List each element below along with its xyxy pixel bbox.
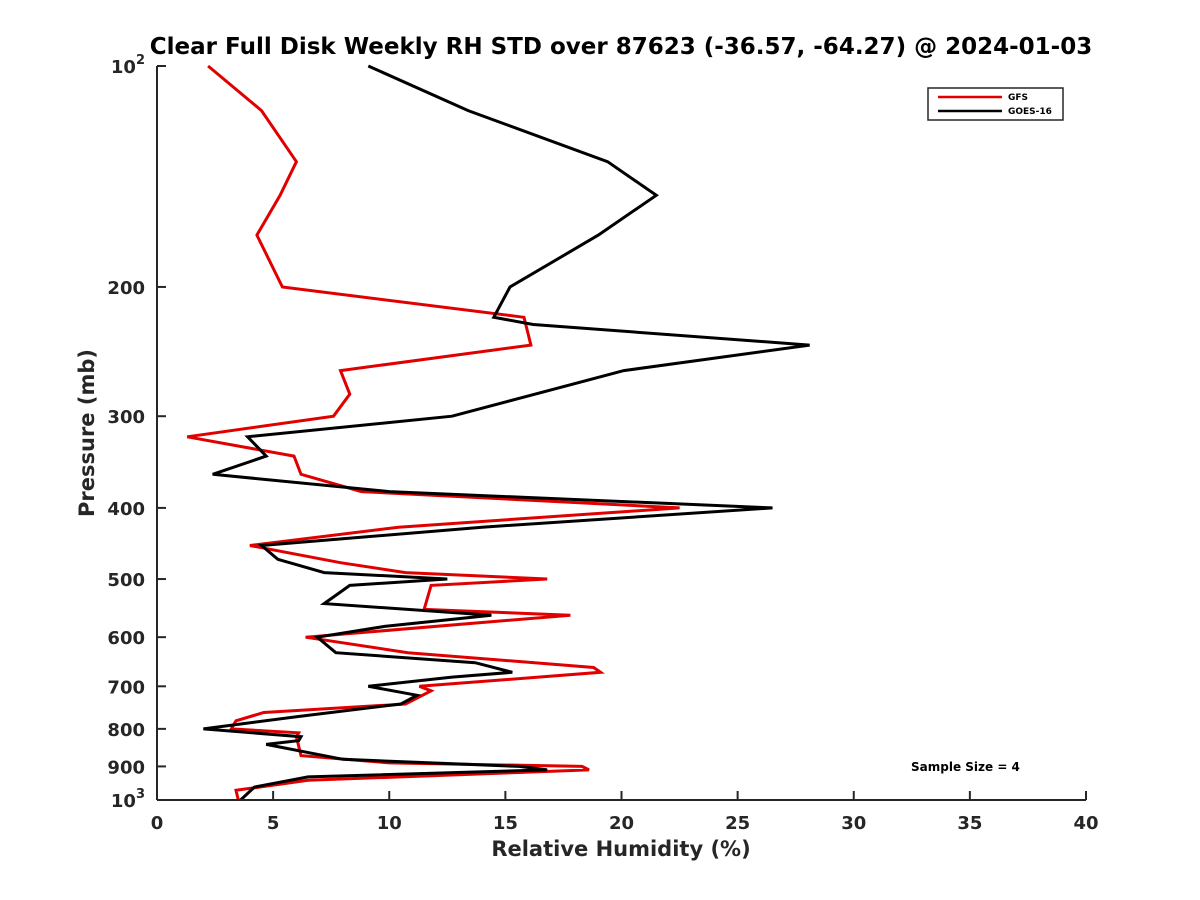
y-tick-label: 102: [111, 53, 145, 78]
y-tick-label: 900: [107, 757, 145, 778]
legend-label-gfs: GFS: [1008, 93, 1028, 103]
y-tick-label: 700: [107, 677, 145, 698]
x-tick-label: 20: [609, 813, 634, 834]
y-tick-label: 500: [107, 570, 145, 591]
y-tick-label: 600: [107, 628, 145, 649]
x-tick-label: 0: [151, 813, 164, 834]
y-axis-label: Pressure (mb): [75, 349, 99, 517]
plot-lines: [186, 64, 810, 802]
x-tick-label: 15: [493, 813, 518, 834]
chart-title: Clear Full Disk Weekly RH STD over 87623…: [150, 34, 1092, 60]
y-tick-label: 800: [107, 720, 145, 741]
x-axis-label: Relative Humidity (%): [491, 837, 750, 861]
x-tick-label: 10: [377, 813, 402, 834]
y-ticks: 102 200 300 400 500 600 700 800 900 103: [107, 53, 166, 812]
series-line-goes-16: [203, 64, 810, 802]
x-tick-label: 25: [725, 813, 750, 834]
series-line-gfs: [186, 64, 680, 801]
y-tick-label: 200: [107, 278, 145, 299]
sample-size-annotation: Sample Size = 4: [911, 760, 1020, 774]
y-tick-label: 400: [107, 499, 145, 520]
legend-label-goes-16: GOES-16: [1008, 107, 1052, 117]
y-tick-label: 300: [107, 407, 145, 428]
legend-box: [927, 87, 1064, 121]
x-tick-label: 35: [957, 813, 982, 834]
x-tick-label: 40: [1073, 813, 1098, 834]
x-ticks: 0 5 10 15 20 25 30 35 40: [151, 791, 1099, 834]
x-tick-label: 5: [267, 813, 280, 834]
y-tick-label: 103: [111, 787, 145, 812]
legend: GFS GOES-16: [927, 87, 1064, 121]
x-tick-label: 30: [841, 813, 866, 834]
